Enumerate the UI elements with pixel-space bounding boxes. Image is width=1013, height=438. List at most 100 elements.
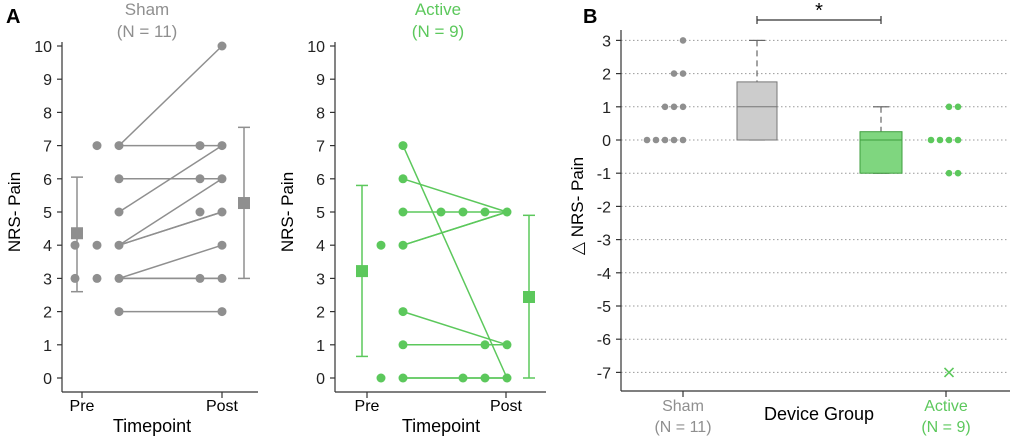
y-tick-label: 7 bbox=[43, 139, 52, 156]
strip-point bbox=[670, 70, 678, 77]
pre-point bbox=[114, 240, 124, 250]
y-tick-label: 2 bbox=[316, 305, 325, 322]
panel-a-sham: A Sham (N = 11) 0 1 2 3 4 5 6 7 8 9 10 NRS- Pain P… bbox=[5, 0, 258, 436]
strip-point bbox=[652, 136, 660, 144]
pre-point bbox=[398, 207, 408, 217]
y-tick-label: -2 bbox=[597, 199, 611, 216]
active-y-label: NRS- Pain bbox=[278, 172, 297, 252]
pre-point bbox=[114, 273, 124, 283]
post-point bbox=[436, 207, 446, 217]
y-tick-label: 3 bbox=[602, 33, 611, 50]
sham-subtitle: (N = 11) bbox=[117, 22, 178, 41]
panel-b: B 3 2 1 0 -1 -2 -3 -4 -5 -6 -7 △ NRS- Pain Sham (N… bbox=[568, 0, 1010, 436]
sham-x-label: Timepoint bbox=[113, 416, 191, 436]
sham-y-ticks: 0 1 2 3 4 5 6 7 8 9 10 bbox=[34, 39, 223, 398]
strip-point bbox=[679, 37, 687, 44]
b-group-active-n: (N = 9) bbox=[921, 419, 970, 436]
pair-line bbox=[118, 211, 223, 246]
y-tick-label: 2 bbox=[43, 305, 52, 322]
post-point bbox=[502, 207, 512, 217]
sham-x-tick-post: Post bbox=[206, 398, 239, 415]
y-tick-label: 3 bbox=[43, 271, 52, 288]
strip-point bbox=[643, 136, 651, 144]
b-group-sham-name: Sham bbox=[662, 398, 704, 415]
pre-point bbox=[114, 307, 124, 317]
strip-point bbox=[679, 70, 687, 77]
pre-point bbox=[114, 174, 124, 184]
pre-point bbox=[92, 141, 102, 151]
pre-point bbox=[376, 240, 386, 250]
pre-point bbox=[398, 373, 408, 383]
strip-point bbox=[670, 136, 678, 144]
strip-point bbox=[927, 136, 935, 144]
b-gridlines bbox=[621, 39, 1008, 373]
pre-point bbox=[398, 174, 408, 184]
strip-point bbox=[954, 169, 962, 177]
post-point bbox=[217, 240, 227, 250]
post-point bbox=[217, 41, 227, 51]
y-tick-label: 1 bbox=[316, 338, 325, 355]
post-point bbox=[217, 307, 227, 317]
b-y-ticks: 3 2 1 0 -1 -2 -3 -4 -5 -6 -7 bbox=[597, 33, 947, 397]
y-tick-label: 8 bbox=[43, 105, 52, 122]
active-y-ticks: 0 1 2 3 4 5 6 7 8 9 10 bbox=[307, 39, 507, 398]
panel-a-active: Active (N = 9) 0 1 2 3 4 5 6 7 8 9 10 NRS- Pain Pr… bbox=[278, 0, 546, 436]
pair-line bbox=[402, 145, 508, 379]
b-x-label: Device Group bbox=[764, 404, 874, 424]
y-tick-label: 6 bbox=[43, 172, 52, 189]
active-subtitle: (N = 9) bbox=[412, 22, 464, 41]
pair-line bbox=[118, 244, 223, 280]
panel-label-a: A bbox=[6, 6, 20, 28]
strip-point bbox=[936, 136, 944, 144]
y-tick-label: 5 bbox=[316, 205, 325, 222]
post-point bbox=[458, 207, 468, 217]
strip-point bbox=[945, 136, 953, 144]
panel-label-b: B bbox=[583, 6, 597, 28]
pre-point bbox=[114, 207, 124, 217]
post-point bbox=[502, 373, 512, 383]
y-tick-label: 10 bbox=[307, 39, 325, 56]
active-marks bbox=[356, 141, 535, 383]
post-point bbox=[217, 273, 227, 283]
post-point bbox=[195, 174, 205, 184]
mean-marker bbox=[71, 227, 83, 240]
strip-point bbox=[679, 103, 687, 111]
y-tick-label: 9 bbox=[43, 72, 52, 89]
strip-point bbox=[661, 136, 669, 144]
pair-line bbox=[402, 211, 508, 246]
significance-star: * bbox=[815, 0, 823, 22]
strip-point bbox=[954, 103, 962, 111]
post-point bbox=[480, 340, 490, 350]
y-tick-label: 2 bbox=[602, 67, 611, 84]
y-tick-label: -1 bbox=[597, 166, 611, 183]
b-marks bbox=[643, 16, 962, 378]
sham-marks bbox=[70, 41, 250, 317]
post-point bbox=[195, 141, 205, 151]
y-tick-label: 8 bbox=[316, 105, 325, 122]
post-point bbox=[217, 174, 227, 184]
active-x-tick-pre: Pre bbox=[355, 398, 380, 415]
post-point bbox=[458, 373, 468, 383]
strip-point bbox=[945, 103, 953, 111]
active-title: Active bbox=[415, 0, 461, 19]
strip-point bbox=[670, 103, 678, 111]
mean-marker bbox=[356, 265, 368, 278]
pre-point bbox=[398, 340, 408, 350]
b-group-active-name: Active bbox=[924, 398, 968, 415]
outlier-marker bbox=[943, 367, 955, 378]
strip-point bbox=[661, 103, 669, 111]
sham-x-tick-pre: Pre bbox=[70, 398, 95, 415]
pre-point bbox=[398, 307, 408, 317]
y-tick-label: 5 bbox=[43, 205, 52, 222]
sham-title: Sham bbox=[125, 0, 169, 19]
y-tick-label: 1 bbox=[43, 338, 52, 355]
pair-line bbox=[402, 178, 508, 213]
pre-point bbox=[376, 373, 386, 383]
y-tick-label: -3 bbox=[597, 233, 611, 250]
post-point bbox=[195, 207, 205, 217]
y-tick-label: 1 bbox=[602, 100, 611, 117]
active-x-tick-post: Post bbox=[490, 398, 523, 415]
y-tick-label: 6 bbox=[316, 172, 325, 189]
pre-point bbox=[114, 141, 124, 151]
